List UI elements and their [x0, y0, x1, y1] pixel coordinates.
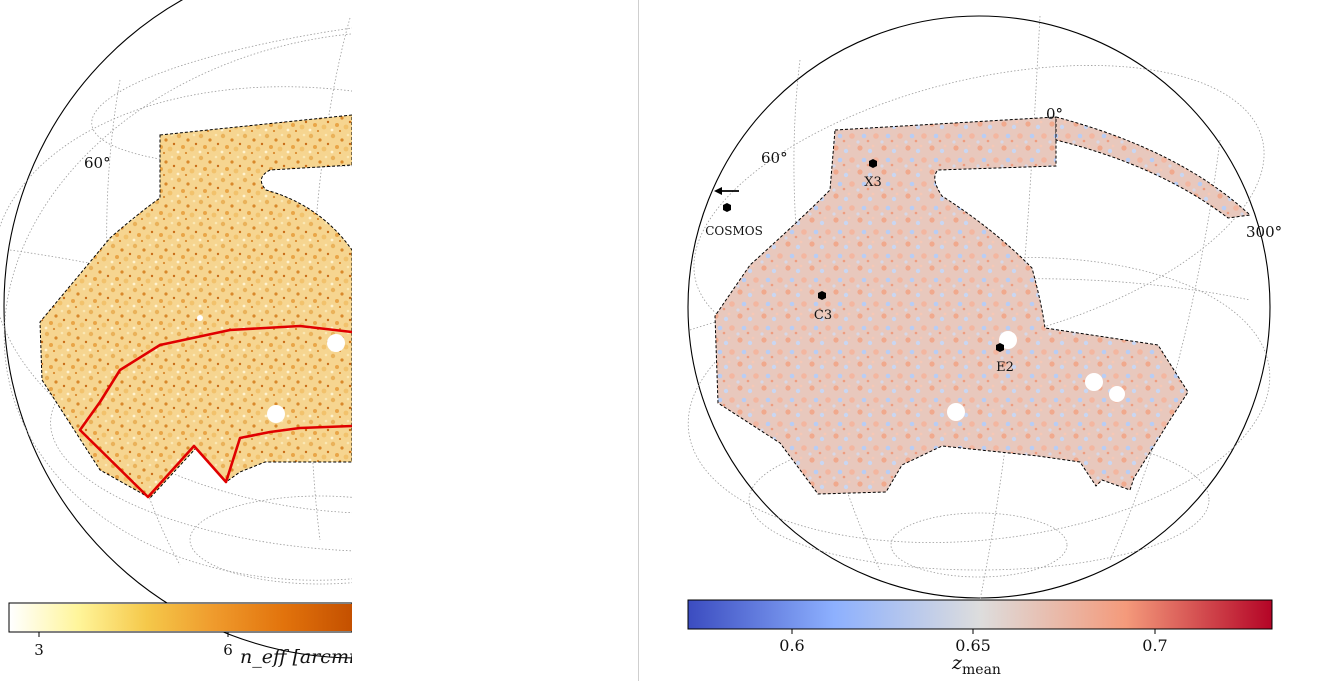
panel-divider: [638, 0, 639, 681]
field-marker-x3: [869, 159, 877, 168]
mask-hole: [1085, 373, 1103, 391]
field-label: X3: [864, 175, 882, 190]
neff-map: 60° 3 6 n_eff [arcmin⁻: [0, 0, 352, 668]
colorbar-label: n_eff [arcmin⁻: [240, 646, 352, 668]
red-region-outline: [78, 324, 352, 499]
colorbar-gradient: [687, 599, 1273, 630]
field-label: E2: [996, 360, 1014, 375]
colorbar-tick-label: 0.6: [779, 636, 804, 655]
field-label: C3: [814, 308, 832, 323]
left-arrow-icon: [714, 187, 739, 195]
graticule-label: 300°: [1246, 223, 1282, 241]
field-label: COSMOS: [705, 224, 763, 238]
graticule-label: 0°: [1046, 105, 1063, 123]
zmean-map: X3 C3 E2 COSMOS 60° 0° 300° 0.6 0.65 0.7…: [687, 15, 1282, 678]
colorbar-label: zmean: [951, 652, 1001, 678]
graticule-label: 60°: [761, 149, 788, 167]
mask-hole: [327, 334, 345, 352]
field-marker-c3: [818, 291, 826, 300]
colorbar-tick-label: 0.7: [1142, 636, 1167, 655]
neff-panel: 60° 3 6 n_eff [arcmin⁻: [0, 0, 352, 681]
mask-hole: [947, 403, 965, 421]
field-marker-cosmos: [723, 203, 731, 212]
mask-hole: [267, 405, 285, 423]
graticule-label: 60°: [84, 154, 111, 172]
mask-hole: [999, 331, 1017, 349]
zmean-panel: X3 C3 E2 COSMOS 60° 0° 300° 0.6 0.65 0.7…: [640, 0, 1325, 681]
colorbar-tick-label: 3: [34, 641, 44, 659]
colorbar-tick-label: 0.65: [955, 636, 991, 655]
survey-stripe: [1055, 116, 1252, 219]
colorbar-gradient: [10, 604, 352, 631]
mask-hole: [1109, 386, 1125, 402]
colorbar-tick-label: 6: [223, 641, 233, 659]
survey-footprint: [714, 116, 1189, 495]
field-marker-e2: [996, 343, 1004, 352]
mask-hole: [197, 315, 203, 321]
survey-footprint: [39, 114, 352, 499]
